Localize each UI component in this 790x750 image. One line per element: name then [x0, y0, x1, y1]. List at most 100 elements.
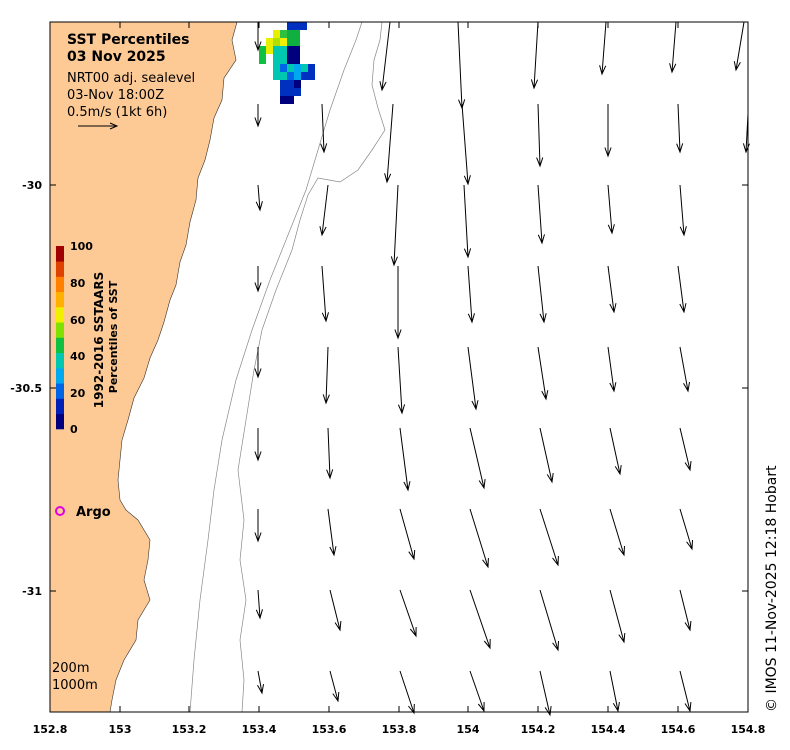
current-arrow	[733, 21, 745, 72]
current-arrow	[467, 265, 475, 324]
colorbar-tick: 0	[70, 423, 78, 436]
current-arrow	[384, 103, 394, 184]
y-tick-labels: -30 -30.5 -31	[10, 179, 42, 598]
current-arrow	[397, 346, 406, 415]
colorbar-label-2: Percentiles of SST	[107, 280, 120, 393]
land-mass	[49, 21, 238, 713]
scale-arrow	[78, 122, 119, 130]
current-arrow	[469, 670, 485, 713]
current-arrow	[255, 184, 263, 212]
current-arrow	[539, 589, 559, 652]
x-tick-marks	[49, 22, 749, 712]
x-tick-label: 154.8	[731, 723, 766, 736]
colorbar-block	[56, 352, 64, 369]
colorbar-block	[56, 246, 64, 262]
current-arrow	[609, 427, 622, 476]
current-arrow	[329, 589, 342, 632]
y-tick-label: -30.5	[10, 382, 42, 395]
contour-200m	[189, 21, 363, 713]
current-arrow	[537, 184, 545, 245]
x-tick-label: 153.8	[382, 723, 417, 736]
map-title: SST Percentiles	[67, 32, 190, 48]
argo-legend-label: Argo	[76, 505, 111, 520]
sst-pixels	[259, 22, 315, 104]
current-arrow	[679, 670, 692, 713]
y-tick-label: -31	[22, 585, 42, 598]
credit-text: © IMOS 11-Nov-2025 12:18 Hobart	[764, 465, 780, 712]
colorbar-block	[56, 398, 64, 415]
current-arrow	[399, 589, 417, 638]
current-arrow	[320, 103, 328, 154]
current-arrow	[607, 265, 617, 314]
current-arrow	[254, 509, 262, 543]
current-arrow	[676, 103, 684, 154]
current-arrow	[326, 427, 334, 480]
current-arrow	[319, 184, 329, 237]
current-arrow	[254, 347, 262, 379]
colorbar	[56, 246, 64, 430]
current-arrow	[679, 346, 690, 393]
x-tick-label: 153.4	[242, 723, 277, 736]
current-arrow	[599, 21, 607, 76]
colorbar-label-1: 1992-2016 SSTAARS	[92, 272, 106, 408]
current-arrow	[254, 22, 262, 52]
colorbar-block	[56, 291, 64, 308]
current-arrow	[539, 670, 552, 717]
current-arrow	[321, 265, 329, 323]
colorbar-block	[56, 322, 64, 338]
colorbar-block	[56, 261, 64, 277]
colorbar-block	[56, 276, 64, 293]
colorbar-tick: 100	[70, 240, 93, 253]
current-arrow	[329, 670, 340, 703]
current-arrow	[609, 589, 626, 644]
timestamp-label: 03-Nov 18:00Z	[67, 88, 164, 103]
current-arrow	[469, 589, 491, 650]
current-arrow	[322, 346, 330, 405]
current-arrow	[254, 266, 262, 293]
current-arrow	[530, 21, 539, 90]
current-arrow	[677, 265, 687, 314]
current-arrow	[399, 508, 416, 561]
current-arrow	[607, 184, 615, 235]
y-tick-marks	[50, 184, 748, 592]
current-arrows	[254, 21, 750, 717]
scale-label: 0.5m/s (1kt 6h)	[67, 105, 167, 120]
x-tick-label: 152.8	[33, 723, 68, 736]
current-arrow	[255, 589, 263, 620]
current-arrow	[679, 508, 693, 551]
depth-label-200m: 200m	[52, 661, 89, 676]
current-arrow	[742, 113, 750, 154]
current-arrow	[461, 103, 471, 186]
x-tick-label: 153.6	[312, 723, 347, 736]
current-arrow	[399, 670, 415, 715]
current-arrow	[254, 104, 262, 128]
current-arrow	[399, 427, 411, 492]
current-arrow	[469, 508, 489, 569]
current-arrow	[390, 184, 399, 267]
current-arrow	[536, 103, 544, 168]
current-arrow	[327, 508, 337, 557]
colorbar-block	[56, 413, 64, 430]
colorbar-tick: 60	[70, 314, 86, 327]
current-arrow	[254, 428, 262, 462]
current-arrow	[539, 508, 559, 567]
current-arrow	[379, 21, 391, 92]
x-tick-label: 153	[109, 723, 132, 736]
current-arrow	[679, 184, 687, 237]
map-date: 03 Nov 2025	[67, 49, 166, 65]
colorbar-block	[56, 383, 64, 399]
current-arrow	[679, 427, 692, 472]
colorbar-block	[56, 368, 64, 384]
y-tick-label: -30	[22, 179, 42, 192]
colorbar-tick: 20	[70, 387, 86, 400]
current-arrow	[609, 508, 625, 557]
depth-label-1000m: 1000m	[52, 678, 98, 693]
colorbar-tick: 40	[70, 350, 86, 363]
current-arrow	[537, 346, 549, 401]
x-tick-label: 154	[457, 723, 480, 736]
x-tick-label: 154.2	[521, 723, 556, 736]
current-arrow	[679, 589, 692, 632]
product-label: NRT00 adj. sealevel	[67, 71, 195, 86]
colorbar-tick: 80	[70, 277, 86, 290]
